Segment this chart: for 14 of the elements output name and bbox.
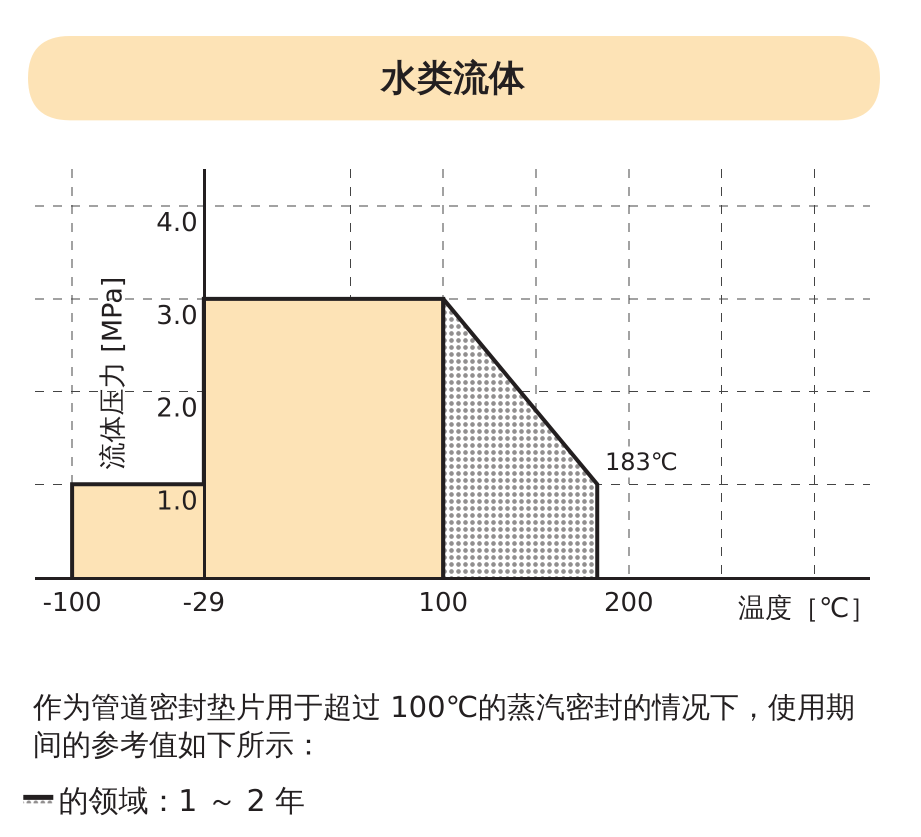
y-tick-label: 2.0 (156, 394, 198, 424)
x-tick-label: -29 (182, 588, 226, 618)
text: 作为管道密封垫片用于超过 100℃的蒸汽密封的情况下，使用期间的参考值如下所示： (32, 690, 856, 762)
x-axis-title: 温度［℃］ (738, 593, 876, 624)
annotation: 183℃ (605, 448, 678, 476)
y-axis-title: 流体压力 [MPa] (97, 276, 128, 470)
x-tick-label: -100 (42, 588, 102, 618)
x-tick-label: 100 (418, 588, 468, 618)
y-tick-label: 4.0 (156, 208, 198, 238)
x-tick-label: 200 (604, 588, 654, 618)
y-tick-label: 3.0 (156, 300, 198, 331)
chart-title: 水类流体 (380, 58, 526, 99)
y-tick-label: 1.0 (156, 486, 198, 516)
legend-label: 的领域：1 ～ 2 年 (58, 784, 306, 820)
